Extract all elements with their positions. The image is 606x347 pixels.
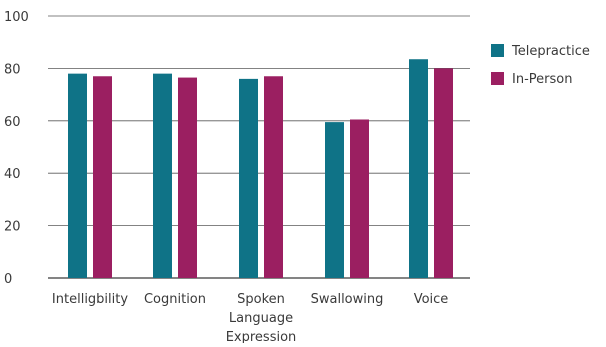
legend-label: In-Person: [512, 72, 572, 87]
bar-telepractice-3: [325, 122, 344, 278]
bar-telepractice-1: [153, 73, 172, 278]
bar-in-person-4: [434, 68, 453, 279]
legend-swatch: [491, 72, 504, 85]
y-tick-label: 0: [4, 272, 12, 287]
gridlines: [48, 15, 470, 279]
bar-in-person-2: [264, 76, 283, 278]
x-axis-ticks: Intelligbility Cognition Spoken Language Exp…: [52, 292, 449, 345]
y-tick-label: 100: [4, 10, 29, 25]
bar-telepractice-2: [239, 78, 258, 278]
y-axis-ticks: 0 20 40 60 80 100: [4, 10, 29, 287]
bar-telepractice-4: [409, 59, 428, 279]
legend-label: Telepractice: [511, 44, 590, 59]
x-tick-label: Language: [229, 311, 293, 326]
bars: [68, 59, 453, 279]
x-tick-label: Swallowing: [311, 292, 384, 307]
x-tick-label: Intelligbility: [52, 292, 128, 307]
bar-telepractice-0: [68, 73, 87, 278]
bar-in-person-1: [178, 77, 197, 278]
legend: Telepractice In-Person: [491, 44, 590, 87]
x-tick-label: Cognition: [144, 292, 206, 307]
y-tick-label: 40: [4, 167, 21, 182]
legend-swatch: [491, 44, 504, 57]
x-tick-label: Voice: [414, 292, 449, 307]
y-tick-label: 60: [4, 115, 21, 130]
y-tick-label: 20: [4, 220, 21, 235]
x-tick-label: Spoken: [237, 292, 285, 307]
bar-in-person-3: [350, 119, 369, 279]
x-tick-label: Expression: [226, 330, 297, 343]
bar-in-person-0: [93, 76, 112, 278]
y-tick-label: 80: [4, 62, 21, 77]
